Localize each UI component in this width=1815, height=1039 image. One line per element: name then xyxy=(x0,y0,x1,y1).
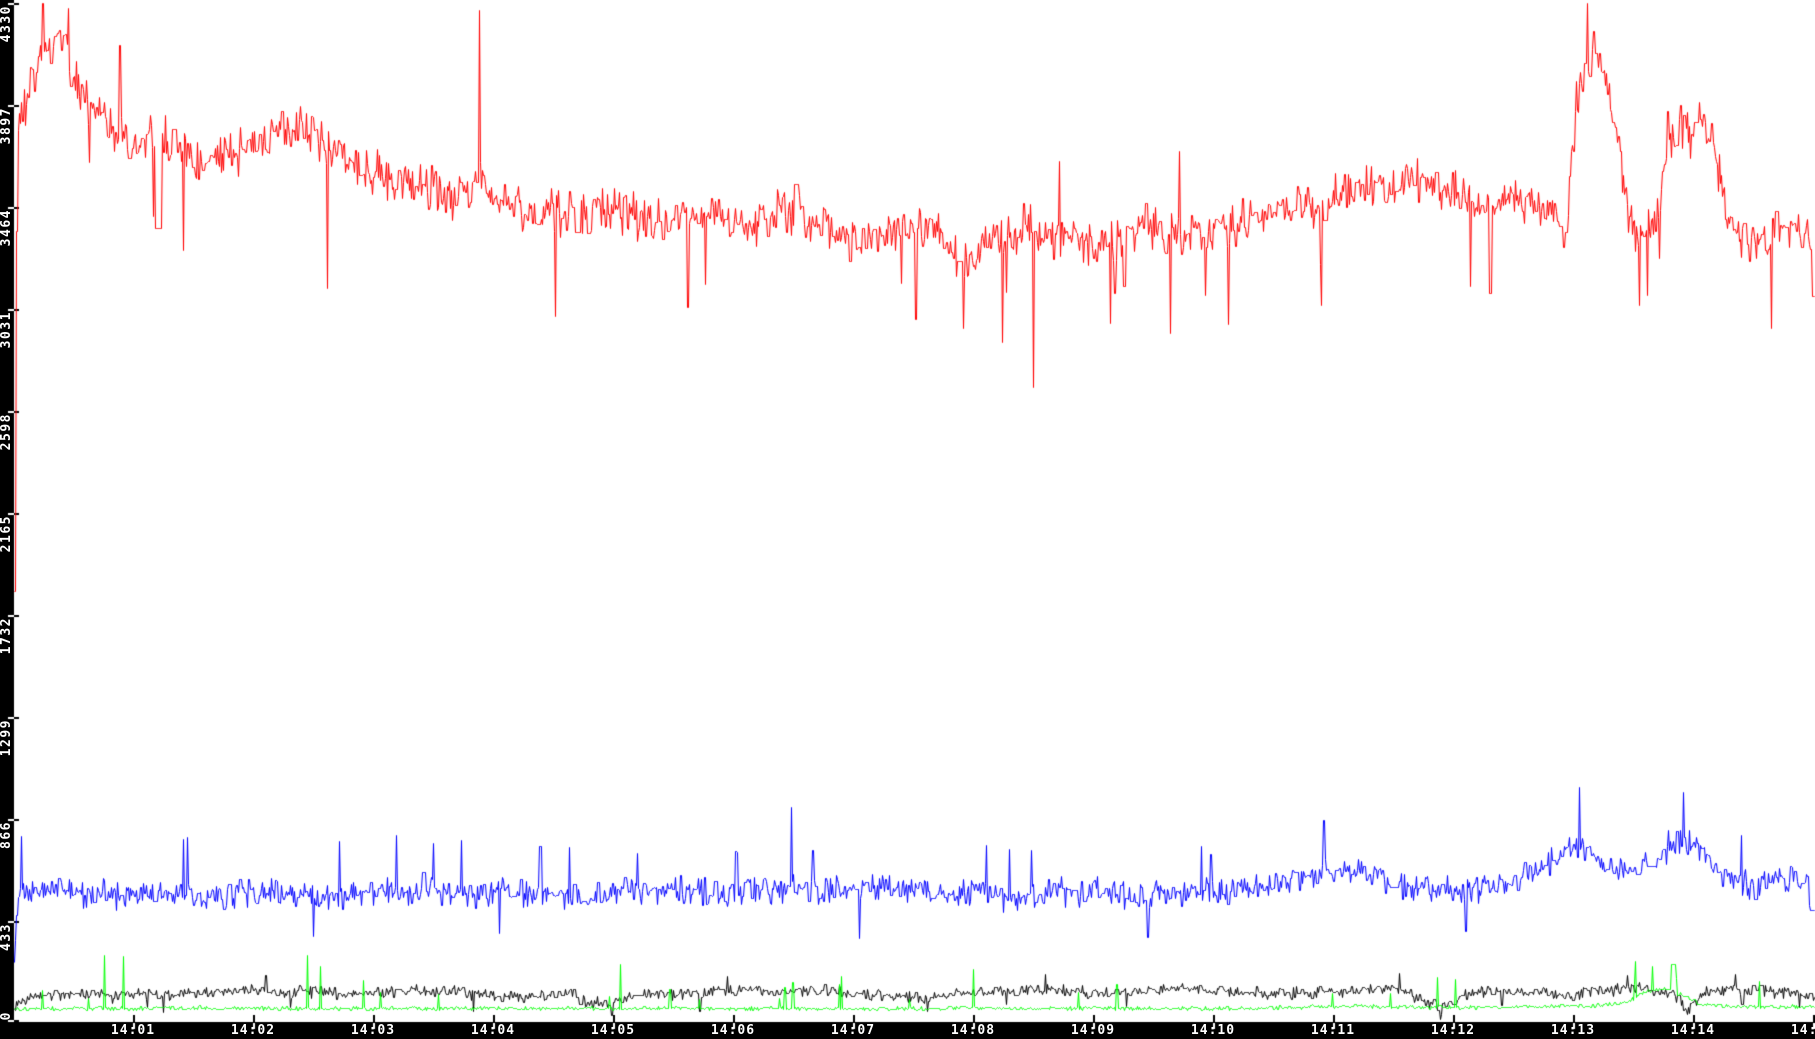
x-axis-label: 14:01 xyxy=(110,1023,156,1038)
x-axis-label: 14:11 xyxy=(1310,1023,1356,1038)
x-axis-label: 14:09 xyxy=(1070,1023,1116,1038)
y-axis-label: 3464 xyxy=(0,209,14,247)
y-axis-label: 2598 xyxy=(0,413,14,451)
y-axis-label: 1299 xyxy=(0,719,14,757)
x-axis-label: 14:02 xyxy=(230,1023,276,1038)
x-axis-label: 14:13 xyxy=(1550,1023,1596,1038)
y-axis-label: 3897 xyxy=(0,107,14,145)
x-axis-label: 14:03 xyxy=(350,1023,396,1038)
y-axis-label: 433 xyxy=(0,923,14,951)
x-axis-label: 14:15 xyxy=(1790,1023,1815,1038)
x-axis-label: 14:08 xyxy=(950,1023,996,1038)
x-axis-label: 14:05 xyxy=(590,1023,636,1038)
x-axis-label: 14:12 xyxy=(1430,1023,1476,1038)
y-axis-label: 2165 xyxy=(0,515,14,553)
x-axis-label: 14:07 xyxy=(830,1023,876,1038)
y-axis-label: 1732 xyxy=(0,617,14,655)
x-axis-label: 14:06 xyxy=(710,1023,756,1038)
y-axis-label: 0 xyxy=(0,1011,14,1021)
x-axis-label: 14:14 xyxy=(1670,1023,1716,1038)
y-axis-label: 3031 xyxy=(0,311,14,349)
x-axis-label: 14:10 xyxy=(1190,1023,1236,1038)
y-axis-label: 866 xyxy=(0,821,14,849)
x-axis-label: 14:04 xyxy=(470,1023,516,1038)
y-axis-label: 4330 xyxy=(0,5,14,43)
